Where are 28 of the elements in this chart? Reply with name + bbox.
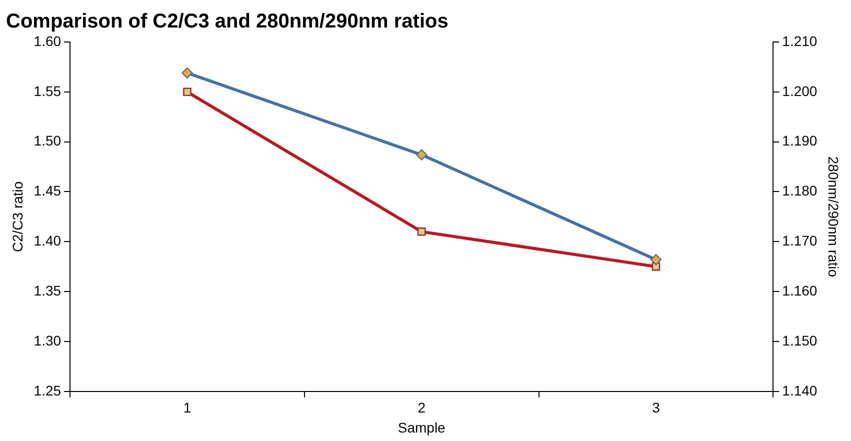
x-tick-label: 2: [418, 400, 426, 416]
y2-tick-label: 1.150: [782, 332, 818, 348]
y2-tick-label: 1.190: [782, 132, 818, 149]
y-tick-label: 1.30: [34, 332, 62, 348]
point: [182, 67, 193, 79]
y2-tick-label: 1.140: [782, 382, 818, 398]
y2-axis-title: 280nm/290nm ratio: [826, 156, 842, 278]
y2-tick-label: 1.160: [782, 282, 818, 298]
point: [650, 254, 662, 266]
y2-tick-label: 1.180: [782, 182, 818, 199]
y2-tick-label: 1.170: [782, 232, 818, 249]
point: [417, 228, 426, 236]
y-tick-label: 1.40: [34, 232, 62, 249]
x-tick-label: 1: [183, 400, 192, 416]
point: [183, 88, 192, 96]
y2-tick-label: 1.210: [782, 32, 818, 49]
y-tick-label: 1.25: [34, 382, 62, 398]
y-tick-label: 1.60: [34, 32, 62, 49]
y-tick-label: 1.45: [34, 182, 62, 199]
y2-tick-label: 1.200: [782, 82, 818, 99]
y-axis-title: C2/C3 ratio: [9, 181, 26, 252]
y-tick-label: 1.55: [34, 82, 62, 99]
point: [416, 149, 428, 160]
y-tick-label: 1.35: [34, 282, 62, 298]
x-tick-label: 3: [652, 400, 660, 416]
y-tick-label: 1.50: [34, 132, 62, 149]
x-axis-title: Sample: [398, 419, 446, 436]
chart-title: Comparison of C2/C3 and 280nm/290nm ratios: [6, 10, 448, 33]
